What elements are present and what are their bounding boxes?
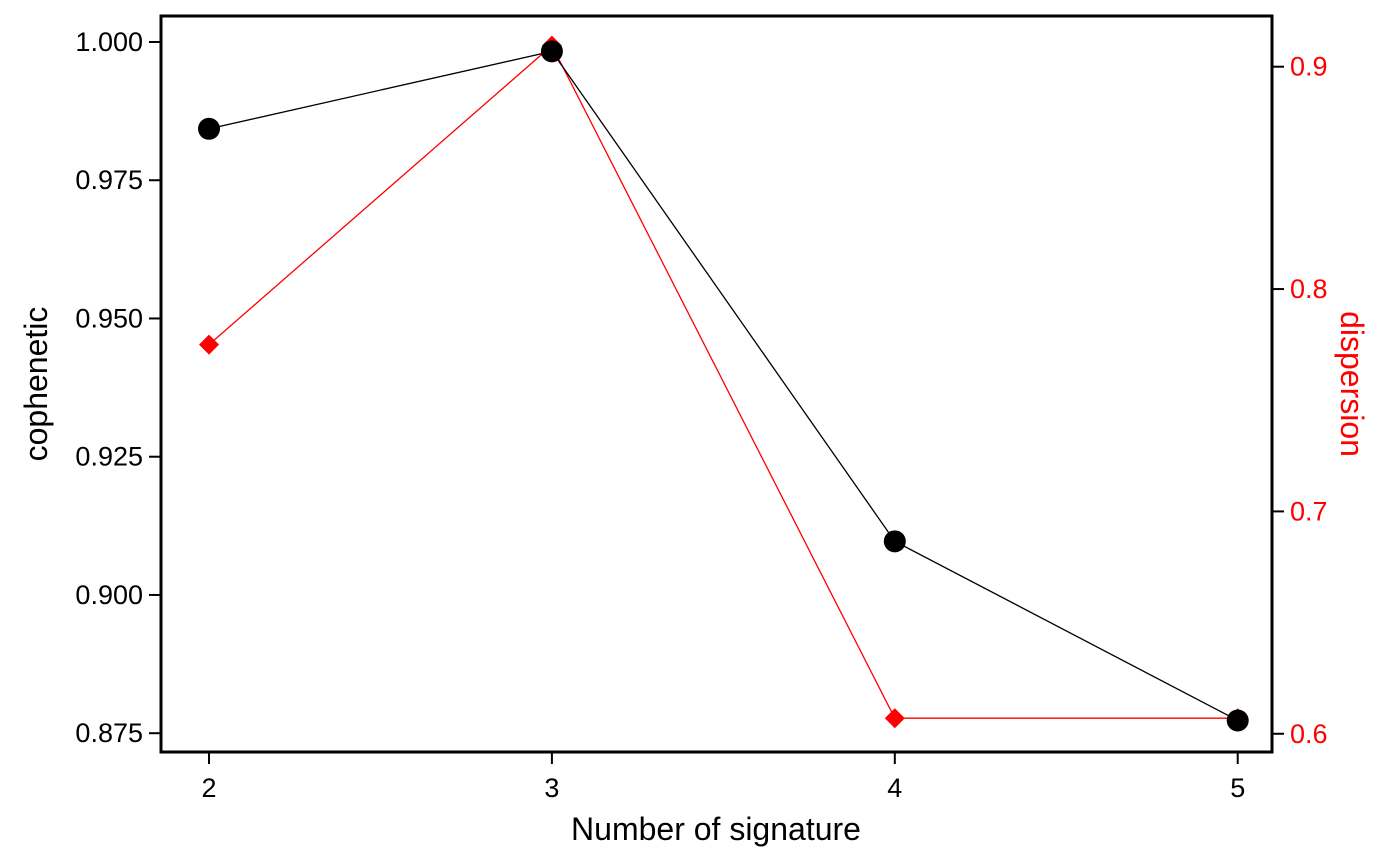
x-tick-label: 2	[201, 773, 216, 803]
right-y-tick-label: 0.6	[1290, 719, 1328, 749]
plot-frame	[159, 14, 1274, 754]
left-y-tick-label: 0.975	[75, 165, 143, 195]
left-y-tick-label: 0.875	[75, 718, 143, 748]
right-y-axis-title: dispersion	[1334, 311, 1370, 457]
cophenetic-point	[198, 117, 221, 140]
right-y-tick-label: 0.7	[1290, 496, 1328, 526]
x-axis-ticks: 2 3 4 5	[201, 752, 1245, 803]
right-y-tick-label: 0.8	[1290, 274, 1328, 304]
x-tick-label: 5	[1230, 773, 1245, 803]
cophenetic-point	[1226, 709, 1249, 732]
dispersion-line	[208, 44, 1238, 719]
cophenetic-point	[540, 40, 563, 63]
right-y-axis-ticks: 0.6 0.7 0.8 0.9	[1272, 52, 1328, 749]
x-tick-label: 3	[544, 773, 559, 803]
right-y-tick-label: 0.9	[1290, 52, 1328, 82]
left-y-tick-label: 0.950	[75, 303, 143, 333]
x-axis-title: Number of signature	[571, 811, 861, 847]
left-y-axis-ticks: 0.875 0.900 0.925 0.950 0.975 1.000	[75, 27, 161, 748]
x-tick-label: 4	[887, 773, 902, 803]
dispersion-point	[199, 334, 220, 355]
dispersion-point	[884, 708, 905, 729]
left-y-tick-label: 0.900	[75, 580, 143, 610]
cophenetic-point	[883, 530, 906, 553]
cophenetic-line	[208, 50, 1239, 722]
left-y-tick-label: 1.000	[75, 27, 143, 57]
series-layer	[198, 35, 1249, 732]
left-y-tick-label: 0.925	[75, 442, 143, 472]
left-y-axis-title: cophenetic	[18, 307, 54, 462]
